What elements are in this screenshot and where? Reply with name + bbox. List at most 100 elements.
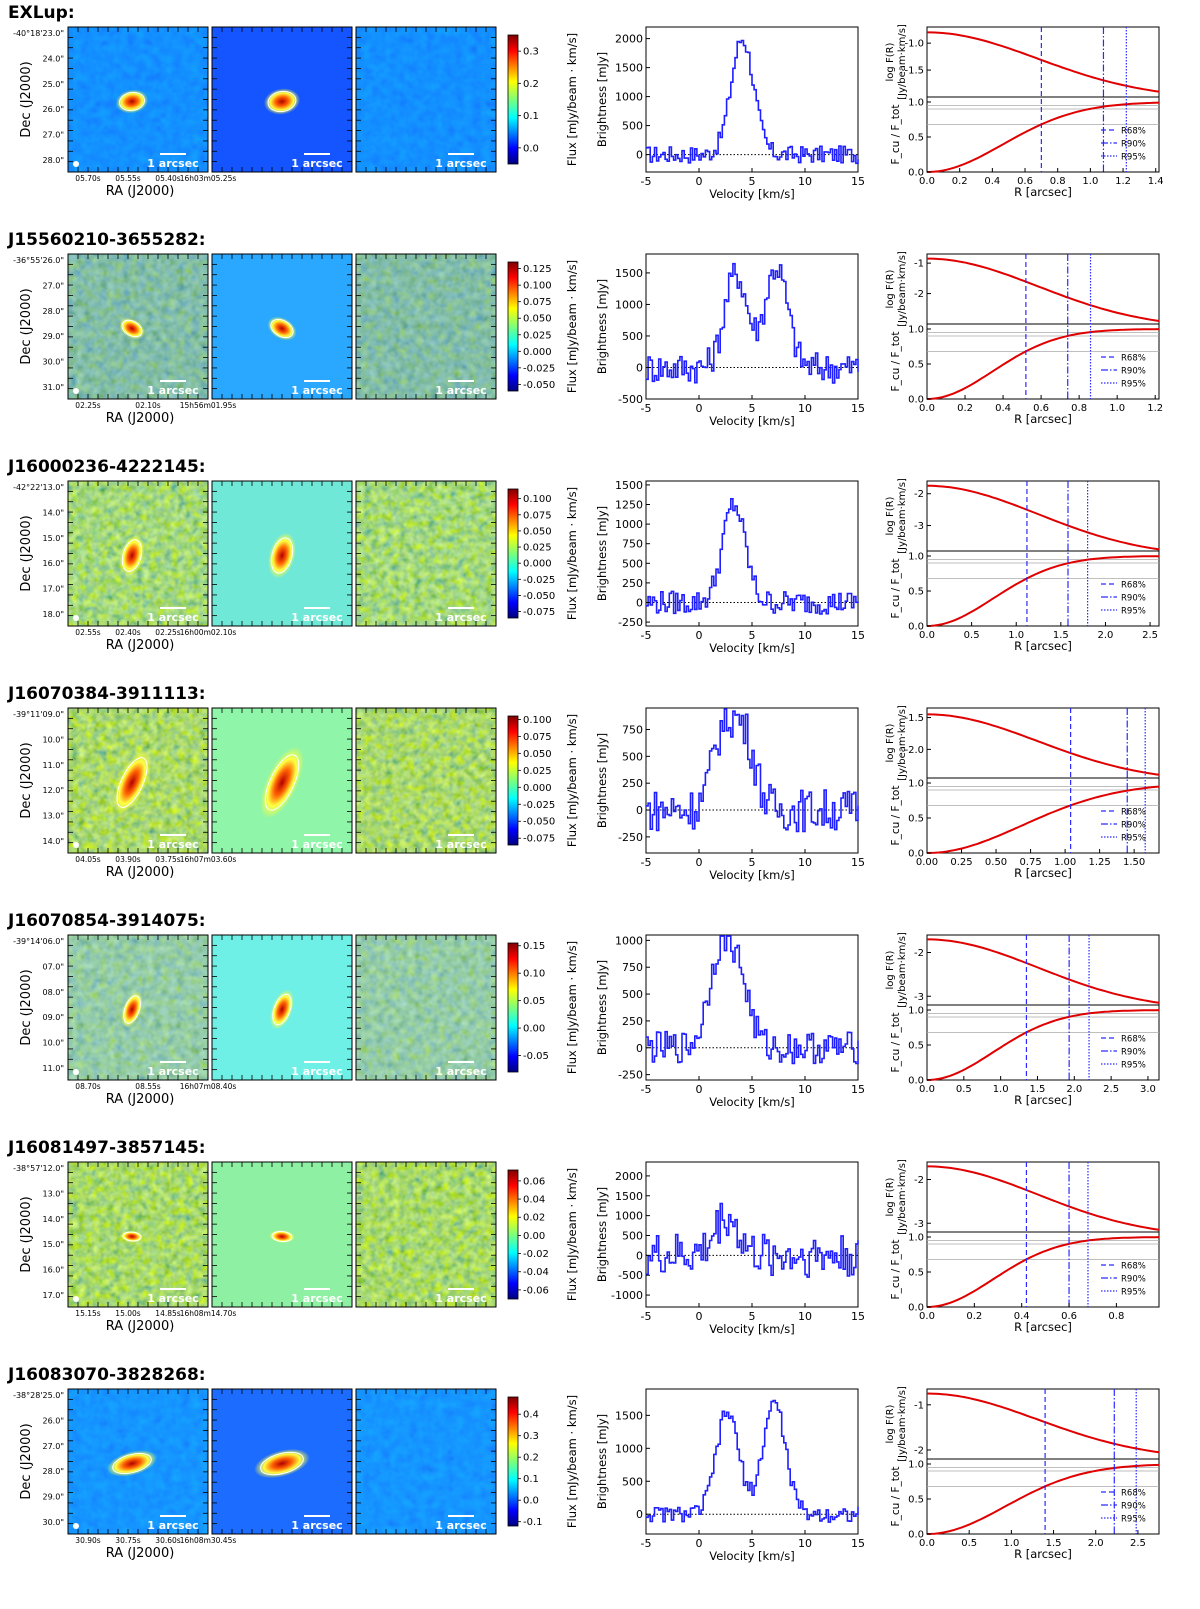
- spectrum-y-tick-label: 750: [622, 723, 643, 736]
- spectrum-x-tick-label: 0: [696, 1083, 703, 1096]
- spectrum-x-tick-label: 5: [749, 402, 756, 415]
- dec-tick-label: 30.0": [43, 1518, 65, 1527]
- spectrum-x-tick-label: 10: [798, 402, 812, 415]
- spectrum-y-tick-label: 0: [636, 1042, 643, 1055]
- spectrum-y-tick-label: 0: [636, 1249, 643, 1262]
- spectrum-x-label: Velocity [km/s]: [709, 414, 794, 428]
- legend-entry: R68%: [1121, 127, 1146, 137]
- colorbar-tick-label: -0.050: [523, 380, 555, 391]
- spectrum-y-tick-label: 0: [636, 596, 643, 609]
- colorbar-tick-label: -0.05: [523, 1051, 549, 1062]
- dec-tick-label: -38°28'25.0": [13, 1391, 64, 1400]
- dec-axis-label: Dec (J2000): [19, 1196, 34, 1272]
- profile-x-tick-label: 0.0: [919, 1084, 935, 1095]
- log-flux-curve: [927, 938, 1160, 1004]
- row-title: J15560210-3655282:: [7, 230, 206, 250]
- scalebar-label: 1 arcsec: [291, 1519, 342, 1532]
- cumulative-tick-label: 0.0: [908, 1303, 924, 1314]
- scalebar-label: 1 arcsec: [147, 1519, 198, 1532]
- profile-x-tick-label: 3.0: [1140, 1084, 1156, 1095]
- spectrum-y-tick-label: -1000: [611, 1289, 643, 1302]
- scalebar-label: 1 arcsec: [291, 1292, 342, 1305]
- observed-map: 1 arcsec: [67, 480, 209, 627]
- scalebar-label: 1 arcsec: [291, 157, 342, 170]
- log-flux-curve: [926, 1392, 1160, 1454]
- dec-axis-label: Dec (J2000): [19, 288, 34, 364]
- colorbar-tick-label: 0.3: [523, 47, 539, 58]
- spectrum-y-tick-label: 250: [622, 1015, 643, 1028]
- dec-tick-label: -40°18'23.0": [13, 29, 64, 38]
- profile-x-tick-label: 0.5: [956, 1084, 972, 1095]
- colorbar-tick-label: 0.02: [523, 1213, 545, 1224]
- dec-tick-label: 29.0": [43, 332, 65, 341]
- spectrum-x-tick-label: -5: [641, 629, 652, 642]
- log-flux-tick-label: -3: [914, 1219, 924, 1230]
- scalebar-label: 1 arcsec: [435, 384, 486, 397]
- dec-tick-label: -42°22'13.0": [13, 483, 64, 492]
- profile-x-tick-label: 1.0: [1082, 176, 1098, 187]
- spectrum-x-tick-label: 5: [749, 629, 756, 642]
- ra-tick-label: 02.25s: [155, 628, 180, 637]
- profile-x-tick-label: 0.6: [1033, 403, 1049, 414]
- dec-axis-label: Dec (J2000): [19, 969, 34, 1045]
- profile-x-tick-label: 0.4: [995, 403, 1011, 414]
- colorbar-tick-label: 0.100: [523, 494, 552, 505]
- legend-entry: R95%: [1121, 1061, 1146, 1071]
- log-flux-tick-label: -2: [914, 948, 924, 959]
- dec-tick-label: 11.0": [43, 761, 65, 770]
- spectrum-x-tick-label: -5: [641, 1310, 652, 1323]
- colorbar-tick-label: 0.050: [523, 749, 552, 760]
- ra-tick-label: 16h08m30.45s: [180, 1536, 237, 1545]
- ra-tick-label: 02.40s: [115, 628, 140, 637]
- profile-x-tick-label: 0.0: [919, 1311, 935, 1322]
- cumulative-tick-label: 1.0: [908, 552, 924, 563]
- profile-panel: R68% R90% R95% 0.00 0.25 0.50 0.75 1.00 1.25 1.50…: [885, 705, 1160, 880]
- cumulative-tick-label: 0.0: [908, 395, 924, 406]
- observed-map: 1 arcsec: [67, 1161, 209, 1308]
- colorbar-tick-label: 0.125: [523, 264, 552, 275]
- spectrum-y-tick-label: 500: [622, 1475, 643, 1488]
- colorbar-tick-label: -0.1: [523, 1517, 543, 1528]
- dec-axis-label: Dec (J2000): [19, 61, 34, 137]
- spectrum-x-tick-label: 10: [798, 629, 812, 642]
- spectrum-y-tick-label: 1500: [615, 1190, 643, 1203]
- dec-tick-label: 14.0": [43, 1215, 65, 1224]
- cumulative-tick-label: 0.0: [908, 168, 924, 179]
- colorbar-tick-label: 0.0: [523, 1496, 539, 1507]
- log-flux-curve: [927, 1165, 1160, 1231]
- scalebar-label: 1 arcsec: [147, 611, 198, 624]
- log-flux-unit: [Jy/beam·km/s]: [897, 1159, 908, 1235]
- map-frame: [355, 1388, 497, 1535]
- spectrum-y-label: Brightness [mJy]: [595, 52, 609, 147]
- log-flux-curve: [927, 31, 1160, 93]
- cumulative-frame: [926, 1458, 1160, 1535]
- spectrum-x-tick-label: 10: [798, 856, 812, 869]
- ra-tick-label: 08.70s: [75, 1082, 100, 1091]
- legend-entry: R68%: [1121, 1262, 1146, 1272]
- spectrum-x-label: Velocity [km/s]: [709, 187, 794, 201]
- source-emission: [268, 532, 296, 579]
- scalebar-label: 1 arcsec: [147, 838, 198, 851]
- profile-x-tick-label: 1.0: [993, 1084, 1009, 1095]
- ra-tick-label: 30.60s: [155, 1536, 180, 1545]
- source-contour: [122, 1231, 142, 1242]
- map-noise: [356, 1162, 496, 1307]
- profile-x-tick-label: 2.5: [1103, 1084, 1119, 1095]
- observed-map: 1 arcsec: [67, 934, 209, 1081]
- legend-entry: R90%: [1121, 821, 1146, 831]
- spectrum-x-tick-label: 0: [696, 629, 703, 642]
- spectrum-y-tick-label: 250: [622, 777, 643, 790]
- scalebar-label: 1 arcsec: [147, 384, 198, 397]
- log-flux-tick-label: -2: [914, 1175, 924, 1186]
- dec-tick-label: -36°55'26.0": [13, 256, 64, 265]
- profile-x-tick-label: 0.75: [1019, 857, 1041, 868]
- model-map: 1 arcsec: [211, 1161, 353, 1308]
- colorbar-tick-label: -0.04: [523, 1267, 549, 1278]
- ra-tick-label: 16h08m14.70s: [180, 1309, 237, 1318]
- colorbar-tick-label: 0.000: [523, 347, 552, 358]
- map-noise: [356, 708, 496, 853]
- beam-marker: [73, 1523, 79, 1529]
- profile-x-tick-label: 0.5: [964, 630, 980, 641]
- profile-x-tick-label: 0.5: [961, 1538, 977, 1549]
